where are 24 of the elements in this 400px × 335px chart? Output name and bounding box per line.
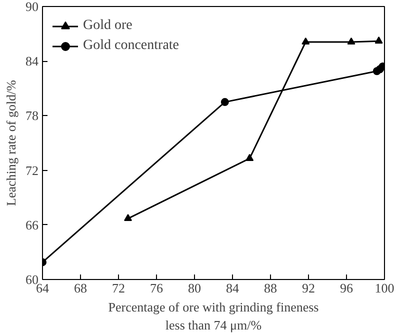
x-tick-label: 100: [374, 280, 394, 296]
point: [347, 37, 356, 45]
legend-label: Gold ore: [83, 18, 132, 34]
x-tick-label: 84: [226, 280, 240, 296]
x-tick-label: 88: [264, 280, 277, 296]
x-tick-label: 96: [340, 280, 354, 296]
x-axis-title: Percentage of ore with grinding fineness less than 74 μm/%: [108, 300, 319, 332]
y-tick-label: 78: [26, 108, 38, 124]
legend-label: Gold concentrate: [83, 38, 180, 54]
y-tick-label: 90: [26, 0, 38, 14]
y-tick-label: 72: [26, 162, 38, 178]
x-tick-label: 72: [112, 280, 125, 296]
x-tick-label: 92: [302, 280, 315, 296]
y-tick-label: 66: [26, 217, 39, 232]
point: [302, 37, 310, 45]
y-axis-title: Leaching rate of gold/%: [4, 80, 18, 206]
x-tick-label: 76: [150, 280, 164, 296]
point: [246, 154, 254, 161]
point: [124, 214, 132, 222]
x-tick-label: 80: [188, 280, 201, 296]
x-tick-label: 68: [74, 280, 87, 296]
y-tick-label: 84: [26, 54, 39, 69]
point: [374, 36, 383, 44]
point: [220, 98, 229, 106]
